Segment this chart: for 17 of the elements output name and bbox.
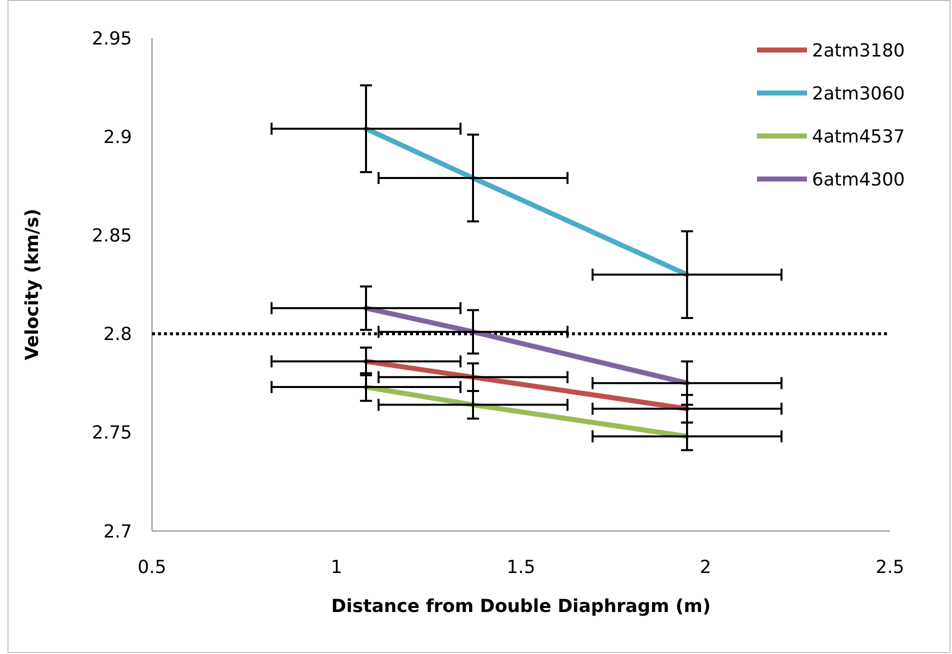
legend-label: 6atm4300 bbox=[812, 169, 905, 190]
x-tick-label: 1 bbox=[330, 557, 342, 578]
legend-label: 4atm4537 bbox=[812, 126, 905, 148]
x-tick-label: 0.5 bbox=[138, 557, 166, 578]
legend-label: 2atm3060 bbox=[812, 83, 905, 104]
x-tick-label: 1.5 bbox=[506, 557, 536, 578]
x-axis-title: Distance from Double Diaphragm (m) bbox=[331, 596, 711, 617]
x-tick-label: 2 bbox=[700, 557, 712, 578]
y-tick-label: 2.9 bbox=[103, 126, 132, 148]
y-tick-label: 2.85 bbox=[92, 226, 132, 246]
y-tick-label: 2.95 bbox=[92, 28, 132, 50]
y-tick-label: 2.7 bbox=[103, 521, 132, 542]
x-tick-label: 2.5 bbox=[876, 557, 904, 578]
y-tick-label: 2.75 bbox=[92, 422, 132, 444]
y-tick-label: 2.8 bbox=[103, 324, 132, 346]
y-axis-title: Velocity (km/s) bbox=[22, 208, 43, 360]
legend-label: 2atm3180 bbox=[812, 40, 905, 62]
